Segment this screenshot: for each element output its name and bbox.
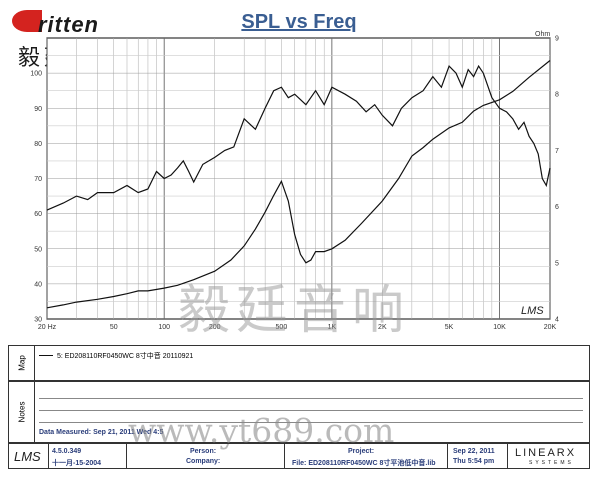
footer-date-cell: Sep 22, 2011 Thu 5:54 pm [447,444,508,468]
project-label: Project: [348,448,375,455]
brand-logo-mark [12,10,42,32]
footer-lms-logo: LMS [14,449,41,464]
date-measured: Data Measured: Sep 21, 2011 Wed 4:5 [39,429,164,436]
x-tick-label: 5K [445,324,454,331]
version-date: 十一月-15-2004 [52,460,102,467]
notes-side-label: Notes [9,382,35,442]
y2-tick-label: 5 [555,260,559,267]
notes-line-1 [39,398,583,399]
company-label: Company: [186,458,221,465]
x-tick-label: 20 Hz [38,324,57,331]
x-tick-label: 200 [209,324,221,331]
x-tick-label: 50 [110,324,118,331]
notes-line-2 [39,410,583,411]
x-tick-label: 2K [378,324,387,331]
notes-panel: Notes Data Measured: Sep 21, 2011 Wed 4:… [8,381,590,443]
legend-entry: 5: ED208110RF0450WC 8寸中音 20110921 [57,353,194,360]
brand-name: ritten [38,12,99,37]
legend-panel: Map 5: ED208110RF0450WC 8寸中音 20110921 [8,345,590,381]
chart-title: SPL vs Freq [241,11,357,33]
y-tick-label: 50 [34,246,42,253]
y-tick-label: 60 [34,211,42,218]
x-tick-label: 20K [544,324,557,331]
y-tick-label: 100 [30,71,42,78]
footer-linearx-cell: LINEARX SYSTEMS [507,444,589,468]
x-tick-label: 1K [328,324,337,331]
y2-tick-label: 9 [555,36,559,43]
y2-tick-label: 8 [555,92,559,99]
version: 4.5.0.349 [52,448,82,455]
y-tick-label: 80 [34,141,42,148]
y-tick-label: 30 [34,317,42,324]
legend-side-label: Map [9,346,35,380]
y2-tick-label: 4 [555,317,559,324]
y2-tick-label: 6 [555,204,559,211]
watermark-cn: 毅廷音响 [178,281,411,341]
y-tick-label: 40 [34,281,42,288]
spl-vs-freq-chart: 20 Hz 50 100 200 500 1K 2K 5K 10K 20K 30 40 50 60 70 8… [30,31,559,331]
notes-line-3 [39,422,583,423]
lms-annotation: LMS [521,305,544,317]
linearx-logo: LINEARX [515,447,577,459]
footer-time: Thu 5:54 pm [453,458,495,465]
legend-swatch [39,355,53,356]
footer-lms-cell: LMS [9,444,49,468]
footer-project-cell: Project: File: ED208110RF0450WC 8寸平池低中音.… [284,444,448,468]
linearx-sub: SYSTEMS [529,460,574,466]
right-axis-unit: Ohm [535,31,550,38]
footer-version-cell: 4.5.0.349 十一月-15-2004 [48,444,127,468]
y2-tick-label: 7 [555,148,559,155]
spl-response-line [46,64,551,211]
x-tick-label: 10K [493,324,506,331]
impedance-line [46,60,551,309]
x-tick-label: 100 [158,324,170,331]
footer-person-cell: Person: Company: [126,444,285,468]
footer-date: Sep 22, 2011 [453,448,495,455]
person-label: Person: [190,448,217,455]
y-tick-label: 70 [34,176,42,183]
footer-bar: LMS 4.5.0.349 十一月-15-2004 Person: Compan… [8,443,590,469]
file-label: File: ED208110RF0450WC 8寸平池低中音.lib [292,460,436,467]
y-tick-label: 90 [34,106,42,113]
x-tick-label: 500 [276,324,288,331]
